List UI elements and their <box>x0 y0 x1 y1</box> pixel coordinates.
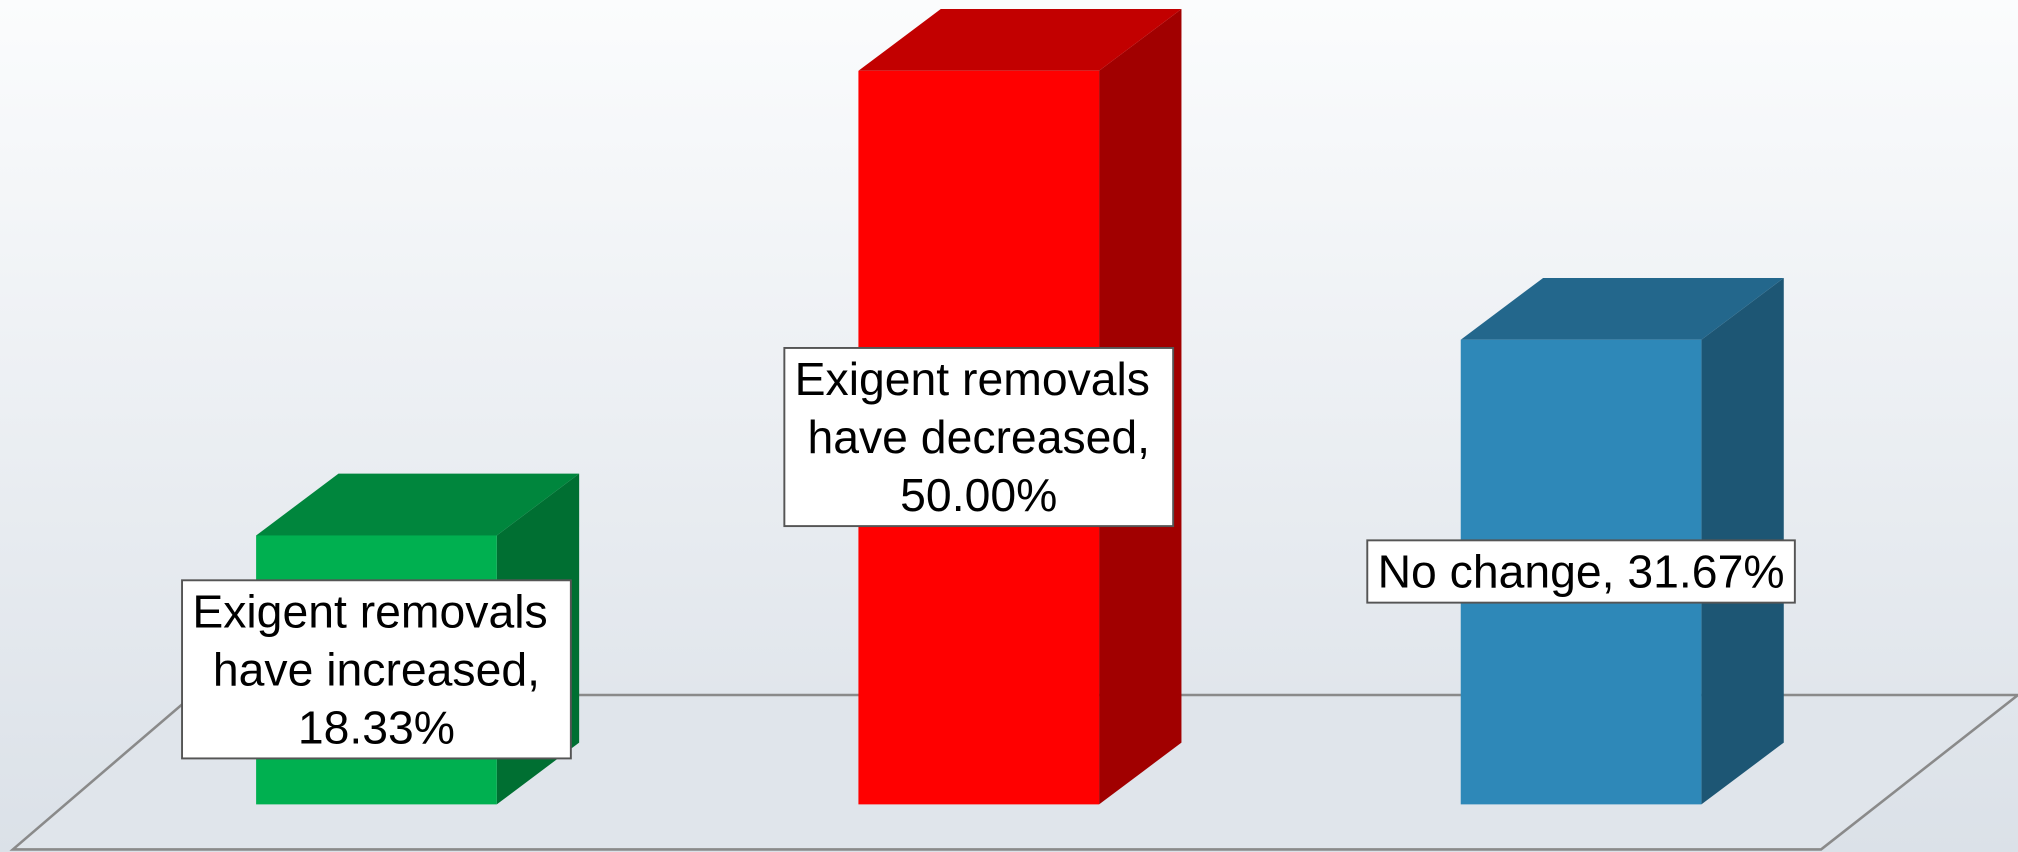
label-box <box>181 579 572 760</box>
data-label: Exigent removals have increased, 18.33% <box>181 579 572 760</box>
data-label: No change, 31.67% <box>1366 539 1796 604</box>
data-label: Exigent removals have decreased, 50.00% <box>783 346 1175 528</box>
label-value: 50.00% <box>900 469 1057 521</box>
label-box <box>783 346 1175 528</box>
bar-top <box>858 9 1182 71</box>
label-value: 18.33% <box>298 701 455 753</box>
label-value: 31.67% <box>1627 545 1784 597</box>
bar-top <box>1460 277 1784 340</box>
bar-top <box>256 473 580 536</box>
label-category: No change, <box>1378 545 1615 597</box>
label-box <box>1366 539 1796 604</box>
label-category: Exigent removals have increased, <box>192 585 560 695</box>
label-category: Exigent removals have decreased, <box>795 353 1163 463</box>
